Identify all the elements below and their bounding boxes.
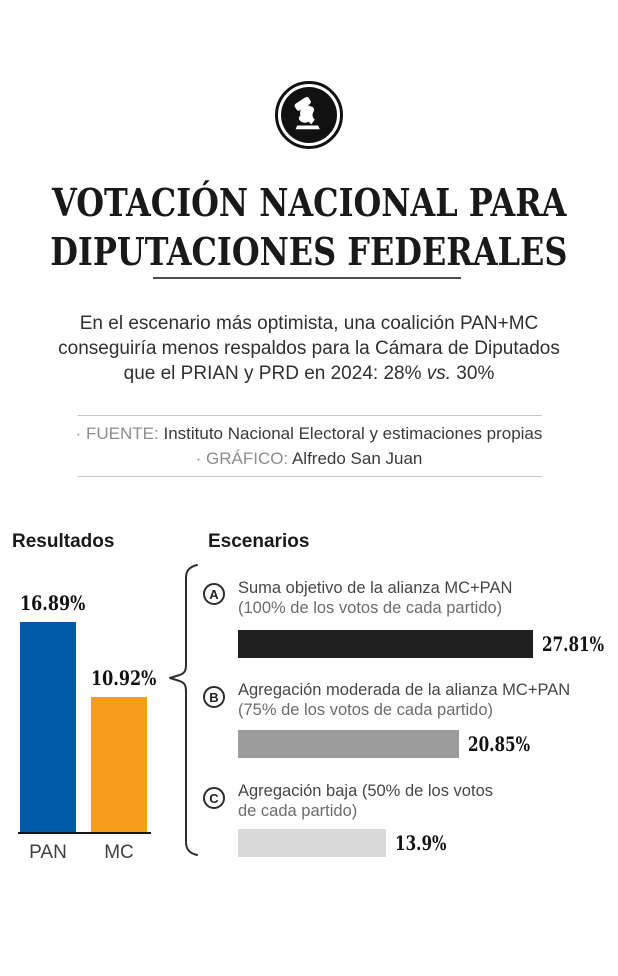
mc-category-label: MC: [104, 842, 134, 863]
page-title-line2: DIPUTACIONES FEDERALES: [50, 229, 568, 275]
fuente-value: Instituto Nacional Electoral y estimacio…: [163, 424, 543, 443]
scenario-a-bar-row: 27.81%: [238, 630, 618, 658]
scenario-c-bar-row: 13.9%: [238, 829, 462, 857]
scenario-c-bar: [238, 829, 386, 857]
source-divider-top: [78, 415, 542, 416]
intro-line1: En el escenario más optimista, una coali…: [79, 313, 539, 334]
scenarios-section-title: Escenarios: [208, 531, 310, 552]
scenario-b-bar-row: 20.85%: [238, 730, 550, 758]
mc-bar: [91, 696, 147, 833]
scenario-b-bar: [238, 730, 460, 758]
publication-logo: [275, 81, 343, 149]
source-divider-bottom: [78, 476, 542, 477]
scenario-a-value-label: 27.81%: [542, 632, 605, 656]
pan-bar-group: 16.89%: [20, 591, 102, 833]
scenario-b-label: Agregación moderada de la alianza MC+PAN: [238, 681, 571, 699]
scenario-c-description: Agregación baja (50% de los votos de cad…: [238, 781, 493, 821]
intro-line2: conseguiría menos respaldos para la Cáma…: [58, 338, 560, 359]
page-title-line1: VOTACIÓN NACIONAL PARA: [51, 180, 567, 226]
source-grafico: · GRÁFICO: Alfredo San Juan: [0, 446, 618, 471]
results-section-title: Resultados: [12, 531, 115, 552]
pan-bar: [20, 621, 76, 833]
page-title: VOTACIÓN NACIONAL PARA DIPUTACIONES FEDE…: [0, 178, 618, 276]
pan-category-label: PAN: [29, 842, 67, 863]
scenario-b-sublabel: (75% de los votos de cada partido): [238, 701, 493, 719]
grafico-value: Alfredo San Juan: [291, 449, 423, 468]
curly-brace-icon: [169, 564, 198, 856]
source-block: · FUENTE: Instituto Nacional Electoral y…: [0, 421, 618, 471]
scenario-c-badge: C: [203, 787, 225, 809]
intro-paragraph: En el escenario más optimista, una coali…: [0, 311, 618, 386]
scenario-c-sublabel: de cada partido): [238, 802, 358, 820]
scenario-b-value-label: 20.85%: [468, 732, 531, 756]
scenario-a-label: Suma objetivo de la alianza MC+PAN: [238, 579, 513, 597]
scenario-a-bar: [238, 630, 534, 658]
scenario-b-description: Agregación moderada de la alianza MC+PAN…: [238, 680, 570, 720]
grafico-label: · GRÁFICO:: [195, 449, 292, 468]
mc-bar-group: 10.92%: [91, 665, 173, 833]
scenario-a-description: Suma objetivo de la alianza MC+PAN (100%…: [238, 578, 512, 618]
mc-value-label: 10.92%: [91, 665, 157, 690]
scenario-b-badge: B: [203, 686, 225, 708]
pan-value-label: 16.89%: [20, 590, 86, 615]
title-divider: [153, 277, 461, 279]
source-fuente: · FUENTE: Instituto Nacional Electoral y…: [0, 421, 618, 446]
x-axis-baseline: [18, 832, 151, 834]
fuente-label: · FUENTE:: [75, 424, 164, 443]
scenario-c-value-label: 13.9%: [394, 831, 447, 855]
intro-line3: que el PRIAN y PRD en 2024: 28% vs. 30%: [123, 363, 495, 384]
scenario-c-label: Agregación baja (50% de los votos: [238, 782, 493, 800]
scenario-a-sublabel: (100% de los votos de cada partido): [238, 599, 503, 617]
gavel-hand-ballot-icon: [281, 87, 337, 143]
scenario-a-badge: A: [203, 583, 225, 605]
